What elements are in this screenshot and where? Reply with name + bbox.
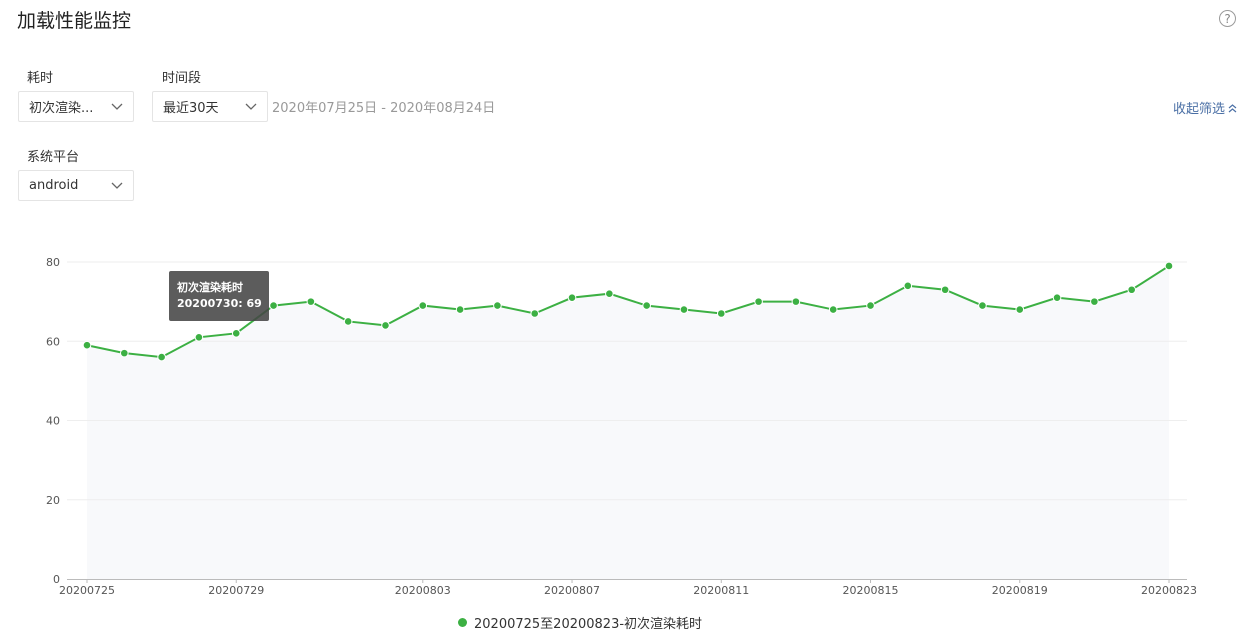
tooltip-value: 20200730: 69	[177, 297, 262, 310]
x-tick-label: 20200823	[1141, 584, 1197, 597]
data-point	[455, 305, 465, 314]
area-fill	[87, 265, 1169, 579]
data-point	[194, 332, 204, 342]
data-point	[306, 297, 316, 306]
chevron-down-icon	[111, 103, 123, 110]
period-filter-label: 时间段	[162, 71, 202, 86]
data-point	[82, 340, 92, 350]
data-point	[1127, 285, 1136, 295]
data-point	[866, 301, 875, 310]
collapse-filter-label: 收起筛选	[1172, 102, 1225, 117]
data-point	[1164, 261, 1174, 271]
data-point	[642, 301, 651, 310]
data-point	[679, 305, 689, 314]
data-point	[1015, 305, 1025, 314]
data-point	[754, 297, 763, 306]
metric-filter-label: 耗时	[27, 71, 54, 86]
data-point	[567, 293, 577, 302]
data-point	[791, 297, 801, 306]
x-tick-label: 20200803	[395, 584, 451, 597]
data-point	[120, 348, 129, 358]
legend-label: 20200725至20200823-初次渲染耗时	[474, 617, 703, 632]
data-point	[1052, 293, 1062, 302]
y-tick-label: 0	[53, 573, 60, 586]
page-title: 加载性能监控	[17, 10, 132, 32]
y-tick-label: 80	[46, 256, 60, 269]
data-point	[381, 321, 390, 330]
period-select[interactable]: 最近30天	[152, 91, 268, 122]
x-tick-label: 20200819	[992, 584, 1048, 597]
data-point	[269, 301, 278, 310]
data-point	[940, 285, 950, 295]
chart-legend[interactable]: 20200725至20200823-初次渲染耗时	[458, 613, 702, 632]
metric-select[interactable]: 初次渲染...	[18, 91, 134, 122]
chevron-down-icon	[245, 103, 257, 110]
data-point	[418, 301, 428, 310]
data-point	[605, 289, 614, 299]
data-point	[231, 329, 241, 338]
x-tick-label: 20200815	[843, 584, 899, 597]
y-tick-label: 60	[46, 335, 60, 348]
data-point	[716, 309, 726, 318]
metric-select-value: 初次渲染...	[29, 101, 94, 116]
data-point	[978, 301, 987, 310]
collapse-filter-button[interactable]: 收起筛选	[1173, 98, 1237, 117]
data-point	[530, 309, 540, 318]
chart-tooltip: 初次渲染耗时 20200730: 69	[169, 271, 269, 321]
x-tick-label: 20200807	[544, 584, 600, 597]
platform-select[interactable]: android	[18, 170, 134, 201]
data-point	[828, 305, 838, 314]
data-point	[903, 281, 913, 291]
x-tick-label: 20200725	[59, 584, 115, 597]
date-range-text: 2020年07月25日 - 2020年08月24日	[272, 101, 496, 116]
data-point	[157, 352, 166, 362]
data-point	[1090, 297, 1099, 306]
data-point	[343, 317, 353, 326]
platform-select-value: android	[29, 178, 79, 193]
y-tick-label: 20	[46, 494, 60, 507]
chevron-down-icon	[111, 182, 123, 189]
legend-marker	[458, 618, 467, 627]
platform-filter-label: 系统平台	[27, 150, 80, 165]
period-select-value: 最近30天	[163, 101, 219, 116]
x-tick-label: 20200811	[693, 584, 749, 597]
x-tick-label: 20200729	[208, 584, 264, 597]
data-point	[493, 301, 502, 310]
y-tick-label: 40	[46, 415, 60, 428]
line-chart: 0 20 40 60 80 20200725 20200729 20200803 2020080…	[46, 256, 1197, 597]
double-chevron-up-icon	[1228, 103, 1237, 112]
question-circle-icon[interactable]: ?	[1219, 10, 1236, 27]
tooltip-title: 初次渲染耗时	[177, 281, 243, 294]
